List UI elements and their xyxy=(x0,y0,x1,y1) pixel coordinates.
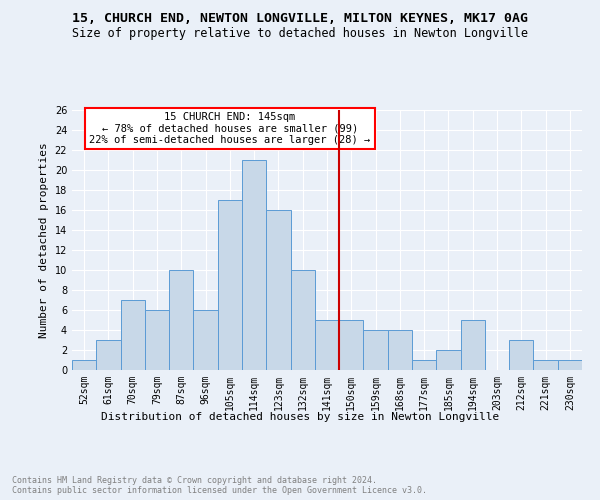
Bar xyxy=(266,210,290,370)
Y-axis label: Number of detached properties: Number of detached properties xyxy=(39,142,49,338)
Text: 15 CHURCH END: 145sqm
← 78% of detached houses are smaller (99)
22% of semi-deta: 15 CHURCH END: 145sqm ← 78% of detached … xyxy=(89,112,370,145)
Bar xyxy=(145,310,169,370)
Bar xyxy=(558,360,582,370)
Bar xyxy=(242,160,266,370)
Bar xyxy=(509,340,533,370)
Bar xyxy=(436,350,461,370)
Bar xyxy=(193,310,218,370)
Text: 15, CHURCH END, NEWTON LONGVILLE, MILTON KEYNES, MK17 0AG: 15, CHURCH END, NEWTON LONGVILLE, MILTON… xyxy=(72,12,528,26)
Bar xyxy=(412,360,436,370)
Bar xyxy=(96,340,121,370)
Bar xyxy=(290,270,315,370)
Bar xyxy=(388,330,412,370)
Text: Size of property relative to detached houses in Newton Longville: Size of property relative to detached ho… xyxy=(72,28,528,40)
Bar xyxy=(364,330,388,370)
Bar xyxy=(461,320,485,370)
Bar xyxy=(339,320,364,370)
Bar xyxy=(72,360,96,370)
Bar xyxy=(315,320,339,370)
Bar xyxy=(121,300,145,370)
Text: Contains HM Land Registry data © Crown copyright and database right 2024.
Contai: Contains HM Land Registry data © Crown c… xyxy=(12,476,427,495)
Bar xyxy=(218,200,242,370)
Text: Distribution of detached houses by size in Newton Longville: Distribution of detached houses by size … xyxy=(101,412,499,422)
Bar xyxy=(533,360,558,370)
Bar xyxy=(169,270,193,370)
